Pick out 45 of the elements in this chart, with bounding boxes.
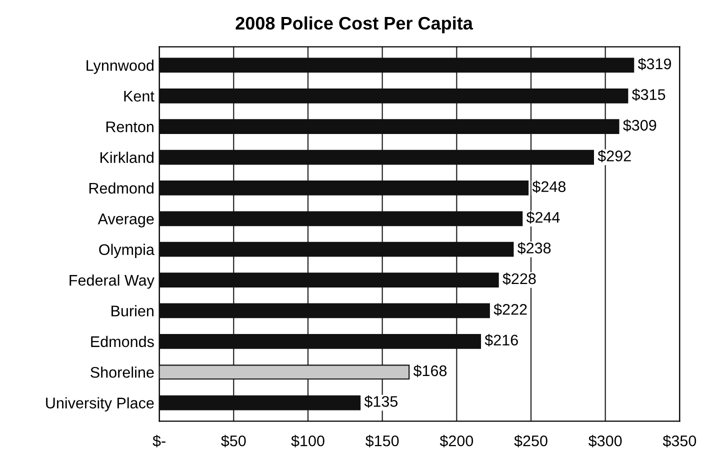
y-tick-label: Average [98,214,154,228]
data-label: $319 [638,58,672,70]
x-tick-label: $- [152,434,166,448]
x-tick-label: $300 [588,434,622,448]
y-tick-label: Kent [124,90,154,102]
bar [159,272,499,288]
data-label: $238 [517,242,551,254]
y-tick-label: Lynnwood [86,60,154,74]
y-tick-label: Olympia [99,244,154,258]
data-label: $135 [364,395,398,408]
bar [159,242,514,257]
data-label: $216 [484,334,518,346]
y-tick-label: Kirkland [100,152,154,163]
data-label: $228 [502,272,536,286]
y-tick-label: Shoreline [90,366,154,378]
x-tick-label: $50 [221,434,246,448]
bar [159,58,634,73]
bar [159,119,620,134]
x-tick-label: $350 [662,434,696,448]
y-tick-label: Federal Way [70,274,154,289]
y-tick-label: Edmonds [91,336,154,348]
data-label: $244 [526,211,560,224]
y-tick-label: Redmond [89,182,154,194]
bar [159,211,523,226]
data-label: $248 [532,180,566,193]
bar [159,180,529,196]
y-tick-label: Renton [106,122,154,132]
data-label: $168 [413,364,447,378]
x-tick-label: $250 [514,434,548,448]
bar [159,364,410,380]
y-tick-label: Burien [112,305,154,316]
chart-title: 2008 Police Cost Per Capita [236,16,474,34]
x-tick-label: $200 [440,434,474,448]
bar [159,395,361,410]
bar [159,303,490,318]
x-tick-label: $150 [365,434,399,448]
data-label: $292 [598,150,631,162]
bar [159,88,628,104]
bar [159,334,482,349]
data-label: $309 [623,119,656,132]
y-tick-label: University Place [46,397,154,412]
bar [159,150,594,165]
data-label: $315 [632,88,666,101]
x-tick-label: $100 [291,434,324,448]
data-label: $222 [494,303,527,316]
